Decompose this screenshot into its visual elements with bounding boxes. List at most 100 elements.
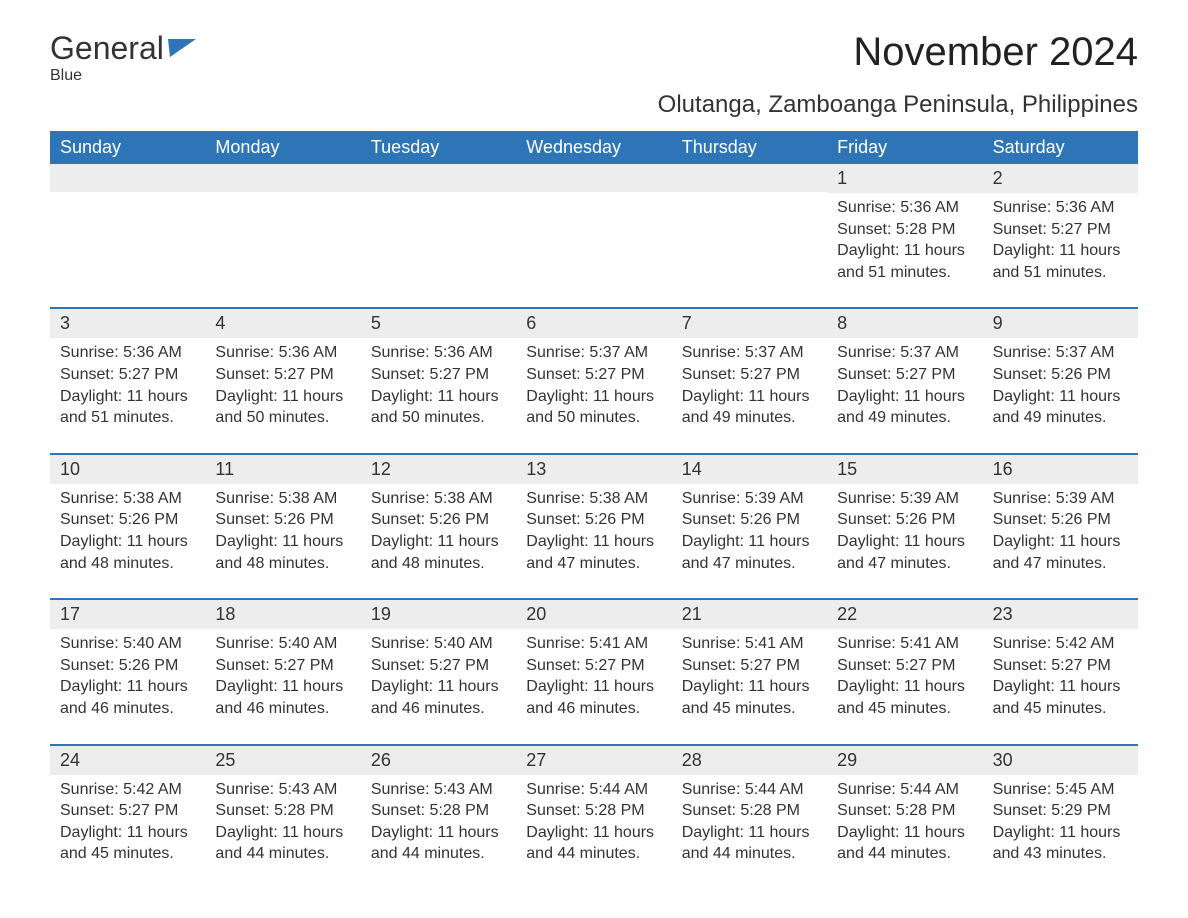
day-details: Sunrise: 5:36 AMSunset: 5:27 PMDaylight:… xyxy=(205,338,360,428)
day-number: 22 xyxy=(827,600,982,629)
daylight-line1: Daylight: 11 hours xyxy=(215,386,350,408)
day-number: 29 xyxy=(827,746,982,775)
calendar-week: 3Sunrise: 5:36 AMSunset: 5:27 PMDaylight… xyxy=(50,307,1138,428)
day-cell: 11Sunrise: 5:38 AMSunset: 5:26 PMDayligh… xyxy=(205,455,360,574)
daylight-line2: and 47 minutes. xyxy=(993,553,1128,575)
day-cell: 15Sunrise: 5:39 AMSunset: 5:26 PMDayligh… xyxy=(827,455,982,574)
day-number: 28 xyxy=(672,746,827,775)
day-cell: 25Sunrise: 5:43 AMSunset: 5:28 PMDayligh… xyxy=(205,746,360,865)
location-subtitle: Olutanga, Zamboanga Peninsula, Philippin… xyxy=(50,91,1138,119)
day-details: Sunrise: 5:38 AMSunset: 5:26 PMDaylight:… xyxy=(361,484,516,574)
day-cell: 23Sunrise: 5:42 AMSunset: 5:27 PMDayligh… xyxy=(983,600,1138,719)
day-number xyxy=(361,164,516,192)
day-details: Sunrise: 5:41 AMSunset: 5:27 PMDaylight:… xyxy=(672,629,827,719)
day-number: 6 xyxy=(516,309,671,338)
sunrise-text: Sunrise: 5:36 AM xyxy=(993,197,1128,219)
sunset-text: Sunset: 5:27 PM xyxy=(60,364,195,386)
day-number: 14 xyxy=(672,455,827,484)
sunrise-text: Sunrise: 5:37 AM xyxy=(526,342,661,364)
daylight-line2: and 43 minutes. xyxy=(993,843,1128,865)
day-number: 25 xyxy=(205,746,360,775)
calendar-body: 1Sunrise: 5:36 AMSunset: 5:28 PMDaylight… xyxy=(50,164,1138,865)
sunset-text: Sunset: 5:28 PM xyxy=(837,800,972,822)
empty-day-cell xyxy=(205,164,360,283)
brand-word-blue: Blue xyxy=(50,67,196,85)
sunrise-text: Sunrise: 5:38 AM xyxy=(371,488,506,510)
day-details: Sunrise: 5:40 AMSunset: 5:26 PMDaylight:… xyxy=(50,629,205,719)
sunrise-text: Sunrise: 5:41 AM xyxy=(837,633,972,655)
daylight-line1: Daylight: 11 hours xyxy=(682,531,817,553)
day-number: 7 xyxy=(672,309,827,338)
sunrise-text: Sunrise: 5:44 AM xyxy=(526,779,661,801)
daylight-line1: Daylight: 11 hours xyxy=(526,531,661,553)
sunrise-text: Sunrise: 5:38 AM xyxy=(215,488,350,510)
daylight-line1: Daylight: 11 hours xyxy=(371,386,506,408)
sunset-text: Sunset: 5:27 PM xyxy=(993,219,1128,241)
day-number: 13 xyxy=(516,455,671,484)
sunset-text: Sunset: 5:26 PM xyxy=(526,509,661,531)
day-details: Sunrise: 5:38 AMSunset: 5:26 PMDaylight:… xyxy=(205,484,360,574)
day-details: Sunrise: 5:37 AMSunset: 5:27 PMDaylight:… xyxy=(516,338,671,428)
sunset-text: Sunset: 5:26 PM xyxy=(371,509,506,531)
daylight-line2: and 44 minutes. xyxy=(526,843,661,865)
sunset-text: Sunset: 5:26 PM xyxy=(682,509,817,531)
day-number: 2 xyxy=(983,164,1138,193)
weekday-header: Thursday xyxy=(672,131,827,164)
day-cell: 12Sunrise: 5:38 AMSunset: 5:26 PMDayligh… xyxy=(361,455,516,574)
daylight-line2: and 45 minutes. xyxy=(837,698,972,720)
header-row: General Blue November 2024 xyxy=(50,30,1138,85)
day-number: 5 xyxy=(361,309,516,338)
day-cell: 10Sunrise: 5:38 AMSunset: 5:26 PMDayligh… xyxy=(50,455,205,574)
day-details: Sunrise: 5:37 AMSunset: 5:26 PMDaylight:… xyxy=(983,338,1138,428)
day-details: Sunrise: 5:44 AMSunset: 5:28 PMDaylight:… xyxy=(827,775,982,865)
daylight-line2: and 44 minutes. xyxy=(682,843,817,865)
day-cell: 17Sunrise: 5:40 AMSunset: 5:26 PMDayligh… xyxy=(50,600,205,719)
day-number: 19 xyxy=(361,600,516,629)
day-number xyxy=(50,164,205,192)
sunrise-text: Sunrise: 5:39 AM xyxy=(682,488,817,510)
day-details xyxy=(516,192,671,196)
brand-word-general: General xyxy=(50,30,164,67)
sunset-text: Sunset: 5:27 PM xyxy=(526,364,661,386)
daylight-line2: and 49 minutes. xyxy=(993,407,1128,429)
day-details: Sunrise: 5:43 AMSunset: 5:28 PMDaylight:… xyxy=(361,775,516,865)
calendar-week: 24Sunrise: 5:42 AMSunset: 5:27 PMDayligh… xyxy=(50,744,1138,865)
day-number: 10 xyxy=(50,455,205,484)
weekday-header: Sunday xyxy=(50,131,205,164)
sunrise-text: Sunrise: 5:37 AM xyxy=(993,342,1128,364)
sunset-text: Sunset: 5:27 PM xyxy=(993,655,1128,677)
day-number: 27 xyxy=(516,746,671,775)
sunset-text: Sunset: 5:28 PM xyxy=(215,800,350,822)
daylight-line2: and 45 minutes. xyxy=(60,843,195,865)
day-number xyxy=(205,164,360,192)
sunrise-text: Sunrise: 5:44 AM xyxy=(837,779,972,801)
day-number: 18 xyxy=(205,600,360,629)
sunrise-text: Sunrise: 5:36 AM xyxy=(215,342,350,364)
empty-day-cell xyxy=(361,164,516,283)
day-cell: 9Sunrise: 5:37 AMSunset: 5:26 PMDaylight… xyxy=(983,309,1138,428)
sunrise-text: Sunrise: 5:39 AM xyxy=(837,488,972,510)
day-cell: 13 Sunrise: 5:38 AMSunset: 5:26 PMDayligh… xyxy=(516,455,671,574)
day-cell: 28Sunrise: 5:44 AMSunset: 5:28 PMDayligh… xyxy=(672,746,827,865)
flag-icon xyxy=(168,30,196,67)
sunrise-text: Sunrise: 5:41 AM xyxy=(682,633,817,655)
day-details: Sunrise: 5:36 AMSunset: 5:28 PMDaylight:… xyxy=(827,193,982,283)
daylight-line1: Daylight: 11 hours xyxy=(993,676,1128,698)
day-cell: 20Sunrise: 5:41 AMSunset: 5:27 PMDayligh… xyxy=(516,600,671,719)
sunset-text: Sunset: 5:26 PM xyxy=(837,509,972,531)
day-number: 24 xyxy=(50,746,205,775)
calendar: SundayMondayTuesdayWednesdayThursdayFrid… xyxy=(50,131,1138,865)
day-number: 23 xyxy=(983,600,1138,629)
sunset-text: Sunset: 5:27 PM xyxy=(60,800,195,822)
day-number xyxy=(672,164,827,192)
daylight-line1: Daylight: 11 hours xyxy=(682,822,817,844)
daylight-line1: Daylight: 11 hours xyxy=(837,240,972,262)
day-details xyxy=(205,192,360,196)
sunset-text: Sunset: 5:26 PM xyxy=(993,364,1128,386)
day-number: 20 xyxy=(516,600,671,629)
daylight-line2: and 49 minutes. xyxy=(682,407,817,429)
day-details: Sunrise: 5:36 AMSunset: 5:27 PMDaylight:… xyxy=(50,338,205,428)
sunrise-text: Sunrise: 5:38 AM xyxy=(526,488,661,510)
sunrise-text: Sunrise: 5:39 AM xyxy=(993,488,1128,510)
day-number: 4 xyxy=(205,309,360,338)
